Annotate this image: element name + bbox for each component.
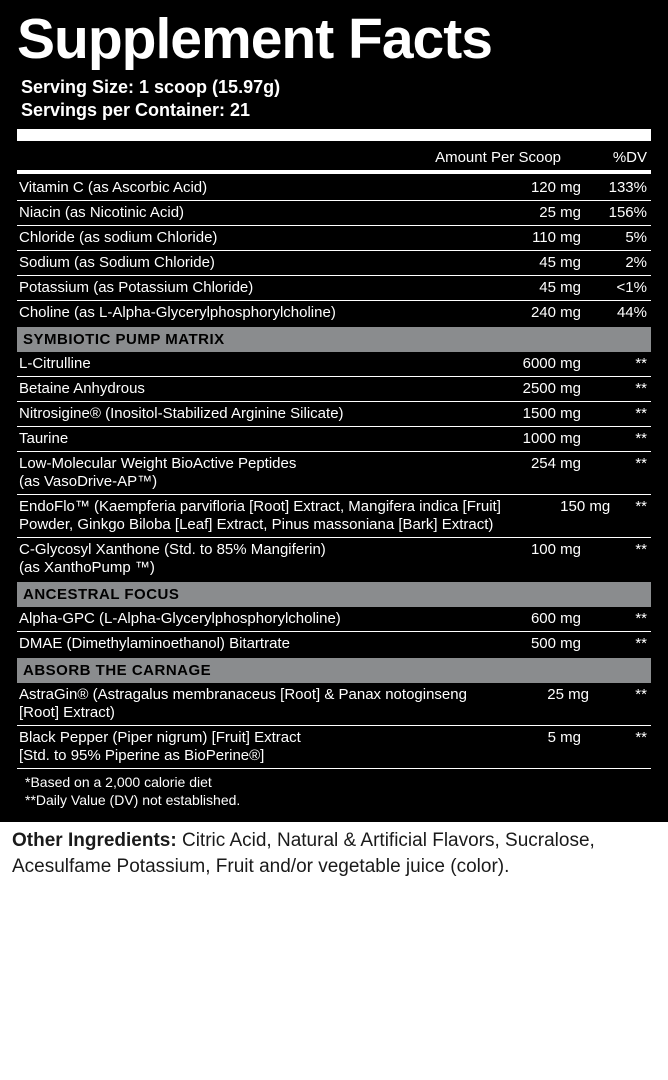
section-focus-items: Alpha-GPC (L-Alpha-Glycerylphosphorylcho… xyxy=(17,607,651,656)
basic-nutrients: Vitamin C (as Ascorbic Acid)120 mg133%Ni… xyxy=(17,176,651,325)
ingredient-dv: ** xyxy=(581,355,651,372)
servings-per-container: Servings per Container: 21 xyxy=(21,99,651,122)
divider-thick xyxy=(17,129,651,141)
ingredient-name: L-Citrulline xyxy=(17,355,481,373)
ingredient-dv: ** xyxy=(610,498,651,515)
supplement-facts-panel: Supplement Facts Serving Size: 1 scoop (… xyxy=(0,0,668,822)
ingredient-amount: 2500 mg xyxy=(481,380,581,397)
ingredient-amount: 45 mg xyxy=(481,254,581,271)
ingredient-name: Black Pepper (Piper nigrum) [Fruit] Extr… xyxy=(17,729,481,765)
ingredient-name: Sodium (as Sodium Chloride) xyxy=(17,254,481,272)
ingredient-amount: 25 mg xyxy=(501,686,589,703)
table-row: Nitrosigine® (Inositol-Stabilized Argini… xyxy=(17,401,651,426)
ingredient-dv: <1% xyxy=(581,279,651,296)
ingredient-name: EndoFlo™ (Kaempferia parvifloria [Root] … xyxy=(17,498,554,534)
table-row: L-Citrulline6000 mg** xyxy=(17,352,651,376)
ingredient-name: Chloride (as sodium Chloride) xyxy=(17,229,481,247)
table-row: Sodium (as Sodium Chloride)45 mg2% xyxy=(17,250,651,275)
header-dv: %DV xyxy=(581,149,651,166)
ingredient-amount: 600 mg xyxy=(481,610,581,627)
ingredient-name: Choline (as L-Alpha-Glycerylphosphorylch… xyxy=(17,304,481,322)
ingredient-amount: 100 mg xyxy=(481,541,581,558)
ingredient-name: Potassium (as Potassium Chloride) xyxy=(17,279,481,297)
ingredient-dv: 2% xyxy=(581,254,651,271)
ingredient-amount: 240 mg xyxy=(481,304,581,321)
footnote-1: *Based on a 2,000 calorie diet xyxy=(25,773,651,791)
ingredient-amount: 120 mg xyxy=(481,179,581,196)
table-row: EndoFlo™ (Kaempferia parvifloria [Root] … xyxy=(17,494,651,537)
ingredient-amount: 25 mg xyxy=(481,204,581,221)
ingredient-amount: 500 mg xyxy=(481,635,581,652)
ingredient-amount: 45 mg xyxy=(481,279,581,296)
table-row: Niacin (as Nicotinic Acid)25 mg156% xyxy=(17,200,651,225)
ingredient-dv: ** xyxy=(581,430,651,447)
ingredient-dv: 44% xyxy=(581,304,651,321)
table-row: Chloride (as sodium Chloride)110 mg5% xyxy=(17,225,651,250)
section-pump-matrix: SYMBIOTIC PUMP MATRIX xyxy=(17,327,651,352)
ingredient-dv: 5% xyxy=(581,229,651,246)
ingredient-name: C-Glycosyl Xanthone (Std. to 85% Mangife… xyxy=(17,541,481,577)
serving-block: Serving Size: 1 scoop (15.97g) Servings … xyxy=(17,74,651,127)
ingredient-dv: ** xyxy=(581,405,651,422)
ingredient-dv: ** xyxy=(581,380,651,397)
ingredient-amount: 5 mg xyxy=(481,729,581,746)
ingredient-dv: 156% xyxy=(581,204,651,221)
header-amount: Amount Per Scoop xyxy=(381,149,561,166)
ingredient-amount: 6000 mg xyxy=(481,355,581,372)
ingredient-dv: 133% xyxy=(581,179,651,196)
ingredient-dv: ** xyxy=(589,686,651,703)
ingredient-amount: 110 mg xyxy=(481,229,581,246)
section-absorb-carnage: ABSORB THE CARNAGE xyxy=(17,658,651,683)
ingredient-dv: ** xyxy=(581,635,651,652)
ingredient-amount: 150 mg xyxy=(554,498,610,515)
table-row: DMAE (Dimethylaminoethanol) Bitartrate50… xyxy=(17,631,651,656)
table-row: Betaine Anhydrous2500 mg** xyxy=(17,376,651,401)
table-row: AstraGin® (Astragalus membranaceus [Root… xyxy=(17,683,651,725)
ingredient-amount: 254 mg xyxy=(481,455,581,472)
section-absorb-items: AstraGin® (Astragalus membranaceus [Root… xyxy=(17,683,651,768)
ingredient-dv: ** xyxy=(581,729,651,746)
table-row: Low-Molecular Weight BioActive Peptides … xyxy=(17,451,651,494)
table-row: Black Pepper (Piper nigrum) [Fruit] Extr… xyxy=(17,725,651,768)
ingredient-name: Taurine xyxy=(17,430,481,448)
ingredient-name: Vitamin C (as Ascorbic Acid) xyxy=(17,179,481,197)
table-row: Potassium (as Potassium Chloride)45 mg<1… xyxy=(17,275,651,300)
footnote-2: **Daily Value (DV) not established. xyxy=(25,791,651,809)
other-ingredients-label: Other Ingredients: xyxy=(12,830,182,851)
ingredient-name: Low-Molecular Weight BioActive Peptides … xyxy=(17,455,481,491)
ingredient-amount: 1500 mg xyxy=(481,405,581,422)
table-row: C-Glycosyl Xanthone (Std. to 85% Mangife… xyxy=(17,537,651,580)
title: Supplement Facts xyxy=(17,3,651,74)
table-row: Vitamin C (as Ascorbic Acid)120 mg133% xyxy=(17,176,651,200)
table-row: Alpha-GPC (L-Alpha-Glycerylphosphorylcho… xyxy=(17,607,651,631)
column-header-row: Amount Per Scoop %DV xyxy=(17,145,651,168)
table-row: Choline (as L-Alpha-Glycerylphosphorylch… xyxy=(17,300,651,325)
ingredient-name: Niacin (as Nicotinic Acid) xyxy=(17,204,481,222)
other-ingredients: Other Ingredients: Citric Acid, Natural … xyxy=(0,822,668,879)
table-row: Taurine1000 mg** xyxy=(17,426,651,451)
ingredient-name: Alpha-GPC (L-Alpha-Glycerylphosphorylcho… xyxy=(17,610,481,628)
ingredient-name: DMAE (Dimethylaminoethanol) Bitartrate xyxy=(17,635,481,653)
section-pump-items: L-Citrulline6000 mg**Betaine Anhydrous25… xyxy=(17,352,651,580)
ingredient-dv: ** xyxy=(581,455,651,472)
footnotes: *Based on a 2,000 calorie diet **Daily V… xyxy=(17,768,651,809)
section-ancestral-focus: ANCESTRAL FOCUS xyxy=(17,582,651,607)
ingredient-name: Betaine Anhydrous xyxy=(17,380,481,398)
ingredient-dv: ** xyxy=(581,541,651,558)
serving-size: Serving Size: 1 scoop (15.97g) xyxy=(21,76,651,99)
ingredient-name: AstraGin® (Astragalus membranaceus [Root… xyxy=(17,686,501,722)
ingredient-name: Nitrosigine® (Inositol-Stabilized Argini… xyxy=(17,405,481,423)
ingredient-amount: 1000 mg xyxy=(481,430,581,447)
divider-thin xyxy=(17,170,651,174)
ingredient-dv: ** xyxy=(581,610,651,627)
